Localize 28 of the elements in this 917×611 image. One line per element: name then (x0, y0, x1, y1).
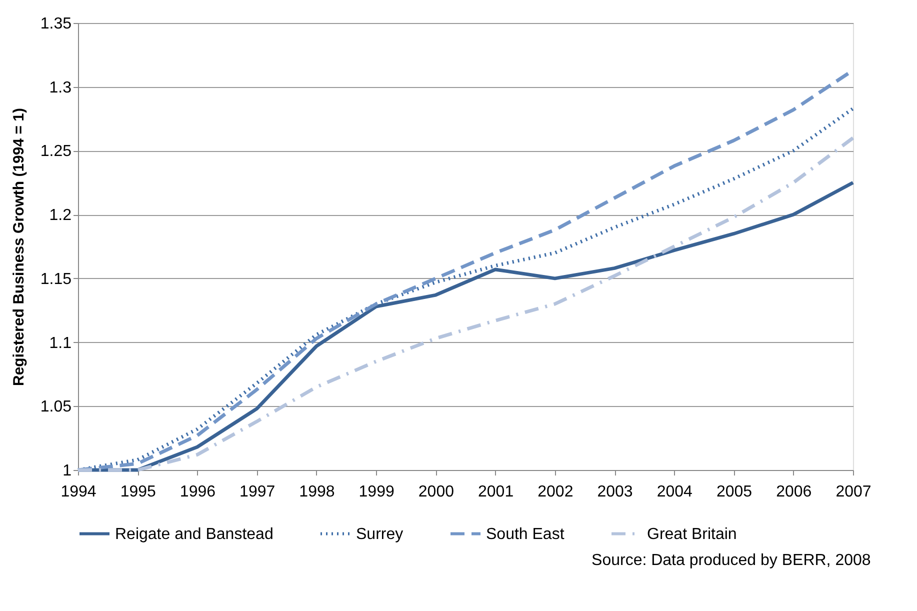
y-tick-label: 1.3 (49, 79, 72, 96)
y-tick-label: 1.25 (40, 143, 72, 160)
y-tick-label: 1.35 (40, 16, 72, 32)
x-tick-label: 2003 (597, 484, 633, 500)
x-tick-label: 2004 (656, 484, 693, 500)
x-tick-label: 2005 (716, 484, 752, 500)
y-tick-label: 1.05 (40, 398, 72, 416)
x-tick-label: 1998 (299, 484, 335, 500)
legend-label: Reigate and Banstead (115, 526, 274, 543)
x-tick-label: 2001 (478, 484, 514, 500)
legend-label: Great Britain (647, 526, 737, 543)
x-tick-label: 1994 (60, 484, 96, 500)
y-axis-title: Registered Business Growth (1994 = 1) (10, 108, 28, 386)
source-note: Source: Data produced by BERR, 2008 (592, 552, 871, 569)
y-tick-label: 1.15 (40, 270, 72, 288)
y-tick-label: 1 (62, 462, 72, 480)
x-tick-label: 2000 (418, 484, 454, 500)
x-tick-label: 2007 (836, 484, 872, 500)
x-tick-label: 2006 (776, 484, 812, 500)
legend-label: South East (486, 526, 565, 543)
legend-label: Surrey (356, 526, 404, 543)
x-tick-label: 1996 (180, 484, 216, 500)
y-tick-label: 1.1 (49, 334, 72, 352)
x-tick-label: 2002 (538, 484, 574, 500)
x-tick-label: 1995 (120, 484, 156, 500)
x-tick-label: 1999 (358, 484, 394, 500)
y-tick-label: 1.2 (49, 207, 72, 224)
x-tick-label: 1997 (240, 484, 276, 500)
